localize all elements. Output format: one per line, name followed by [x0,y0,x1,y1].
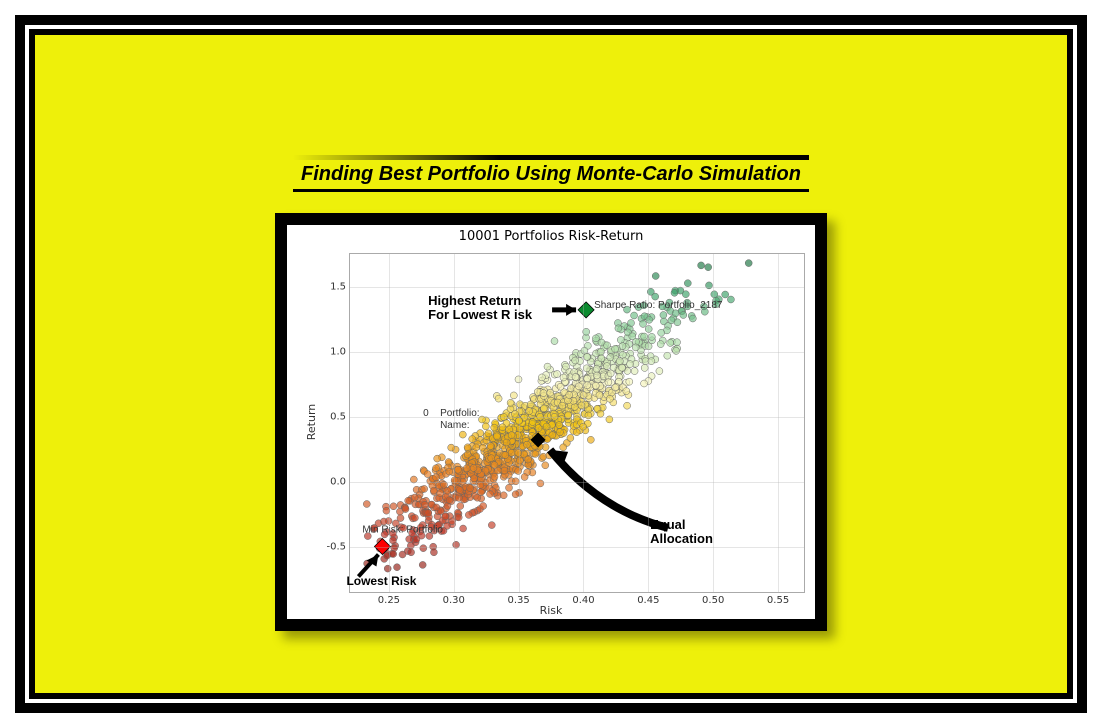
x-tick-label: 0.25 [378,592,400,606]
chart-title: 10001 Portfolios Risk-Return [287,229,815,244]
y-axis-label: Return [305,404,318,441]
yellow-panel: Finding Best Portfolio Using Monte-Carlo… [35,35,1067,693]
white-frame-gap: Finding Best Portfolio Using Monte-Carlo… [25,25,1077,703]
x-axis-label: Risk [287,604,815,617]
y-tick-label: -0.5 [304,541,350,552]
x-tick-label: 0.50 [702,592,724,606]
y-tick-label: 0.5 [304,411,350,422]
x-tick-label: 0.35 [507,592,529,606]
chart-card: 10001 Portfolios Risk-Return Return Risk… [275,213,827,631]
x-tick-label: 0.55 [767,592,789,606]
page-title: Finding Best Portfolio Using Monte-Carlo… [293,153,809,188]
plot-area: Sharpe Ratio: Portfolio_21870Portfolio:N… [349,253,805,593]
annotation: Highest ReturnFor Lowest R isk [428,294,532,323]
outer-black-frame: Finding Best Portfolio Using Monte-Carlo… [15,15,1087,713]
annotation: EqualAllocation [650,518,713,547]
x-tick-label: 0.45 [637,592,659,606]
inner-black-frame: Finding Best Portfolio Using Monte-Carlo… [29,29,1073,699]
y-tick-label: 1.0 [304,346,350,357]
y-tick-label: 1.5 [304,281,350,292]
x-tick-label: 0.30 [443,592,465,606]
heading-container: Finding Best Portfolio Using Monte-Carlo… [35,153,1067,188]
scatter-cloud [350,254,804,592]
chart-canvas: 10001 Portfolios Risk-Return Return Risk… [287,225,815,619]
x-tick-label: 0.40 [572,592,594,606]
y-tick-label: 0.0 [304,476,350,487]
annotation: Lowest Risk [346,575,416,588]
